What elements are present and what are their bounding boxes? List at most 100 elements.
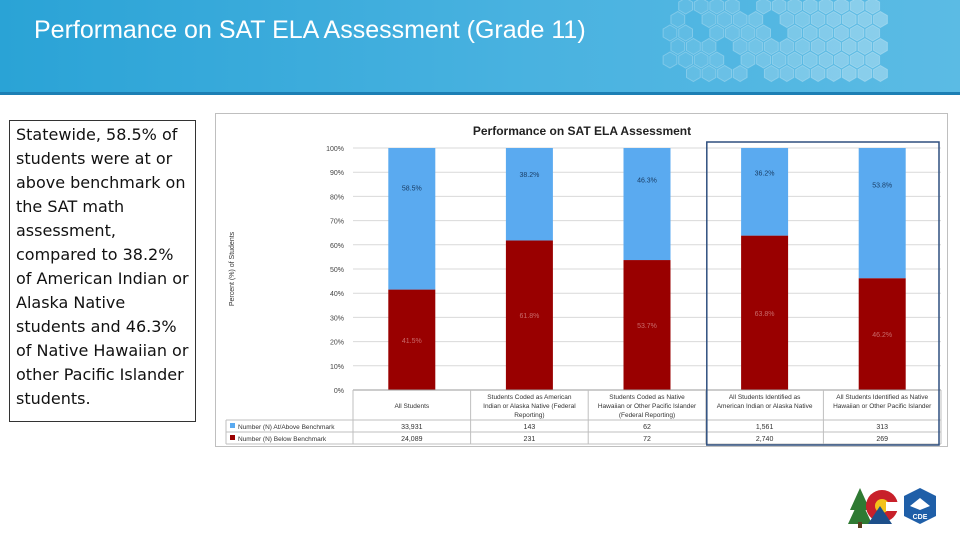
data-label-above-benchmark: 36.2% — [755, 171, 775, 178]
hexagon-shape — [670, 37, 686, 56]
hexagon-shape — [787, 0, 803, 15]
hexagon-shape — [841, 37, 857, 56]
hexagon-shape — [779, 10, 795, 29]
bar-below-benchmark — [388, 289, 436, 390]
header-divider — [0, 92, 960, 95]
table-cell-above-count: 143 — [524, 424, 536, 431]
hexagon-shape — [834, 24, 849, 42]
hexagon-shape — [771, 51, 787, 69]
legend-swatch-below-benchmark — [230, 435, 235, 440]
legend-label-above-benchmark: Number (N) At/Above Benchmark — [238, 424, 335, 431]
hexagon-shape — [756, 0, 771, 15]
table-cell-above-count: 313 — [876, 424, 888, 431]
hexagon-shape — [756, 51, 771, 69]
hexagon-shape — [834, 0, 849, 15]
table-cell-below-count: 2,740 — [756, 436, 774, 443]
hexagon-shape — [818, 0, 834, 15]
hexagon-shape — [763, 64, 779, 83]
table-cell-below-count: 269 — [876, 436, 888, 443]
cde-logo: CDE — [904, 488, 936, 524]
summary-text-box: Statewide, 58.5% of students were at or … — [9, 120, 196, 422]
data-label-below-benchmark: 61.8% — [519, 313, 539, 320]
hexagon-shape — [662, 24, 678, 42]
hexagon-shape — [732, 37, 748, 56]
hexagon-shape — [841, 64, 857, 83]
data-label-above-benchmark: 53.8% — [872, 182, 892, 189]
hexagon-shape — [678, 51, 693, 69]
y-tick-label: 80% — [330, 194, 344, 201]
x-tick-label: (Federal Reporting) — [619, 412, 675, 419]
hexagon-shape — [779, 64, 795, 83]
hexagon-shape — [849, 51, 865, 69]
hexagon-shape — [740, 24, 756, 42]
logos: CDE — [848, 488, 936, 528]
bar-above-benchmark — [505, 148, 553, 241]
hexagon-shape — [810, 37, 826, 56]
hexagon-shape — [849, 24, 865, 42]
table-cell-above-count: 1,561 — [756, 424, 774, 431]
data-label-below-benchmark: 46.2% — [872, 332, 892, 339]
hexagon-shape — [857, 10, 873, 29]
hexagon-shape — [693, 0, 709, 15]
hexagon-shape — [717, 64, 732, 83]
hexagon-shape — [662, 51, 678, 69]
hexagon-shape — [795, 64, 810, 83]
legend-swatch-above-benchmark — [230, 423, 235, 428]
hexagon-shape — [787, 24, 803, 42]
chart-title: Performance on SAT ELA Assessment — [473, 124, 691, 138]
hexagon-shape — [865, 51, 881, 69]
y-tick-label: 90% — [330, 170, 344, 177]
bar-above-benchmark — [858, 148, 906, 279]
hexagon-shape — [810, 10, 826, 29]
data-label-below-benchmark: 63.8% — [755, 311, 775, 318]
hexagon-shape — [686, 37, 701, 56]
table-cell-above-count: 33,931 — [401, 424, 423, 431]
hexagon-shape — [740, 51, 756, 69]
hexagon-shape — [795, 10, 810, 29]
hexagon-shape — [678, 0, 693, 15]
bar-above-benchmark — [741, 148, 789, 236]
hexagon-shape — [709, 51, 725, 69]
x-tick-label: Students Coded as American — [487, 394, 572, 401]
hexagon-shape — [779, 37, 795, 56]
x-tick-label: Indian or Alaska Native (Federal — [483, 403, 576, 410]
hexagon-shape — [857, 64, 873, 83]
summary-text: Statewide, 58.5% of students were at or … — [16, 125, 189, 408]
hexagon-shape — [849, 0, 865, 15]
hexagon-shape — [834, 51, 849, 69]
hexagon-pattern-icon — [662, 0, 888, 83]
hexagon-shape — [826, 64, 842, 83]
hexagon-shape — [724, 0, 740, 15]
hexagon-shape — [709, 24, 725, 42]
data-label-above-benchmark: 58.5% — [402, 186, 422, 193]
y-axis-label: Percent (%) of Students — [229, 231, 236, 306]
hexagon-shape — [802, 0, 818, 15]
cde-logo-text: CDE — [913, 514, 928, 521]
x-tick-label: Hawaiian or Other Pacific Islander — [833, 403, 932, 410]
hexagon-shape — [818, 51, 834, 69]
legend-label-below-benchmark: Number (N) Below Benchmark — [238, 436, 327, 443]
y-tick-label: 10% — [330, 364, 344, 371]
slide-header: Performance on SAT ELA Assessment (Grade… — [0, 0, 960, 92]
data-label-below-benchmark: 41.5% — [402, 338, 422, 345]
slide-title: Performance on SAT ELA Assessment (Grade… — [34, 16, 586, 44]
chart-frame: Performance on SAT ELA Assessment Percent… — [215, 113, 948, 447]
hexagon-shape — [732, 10, 748, 29]
hexagon-shape — [686, 64, 701, 83]
x-tick-label: Hawaiian or Other Pacific Islander — [598, 403, 697, 410]
hexagon-shape — [756, 24, 771, 42]
hexagon-shape — [873, 37, 888, 56]
x-tick-label: All Students Identified as — [729, 394, 801, 401]
bar-below-benchmark — [858, 278, 906, 390]
hexagon-shape — [865, 24, 881, 42]
table-cell-below-count: 72 — [643, 436, 651, 443]
table-cell-below-count: 231 — [524, 436, 536, 443]
hexagon-shape — [701, 37, 717, 56]
bar-above-benchmark — [623, 148, 671, 261]
data-label-below-benchmark: 53.7% — [637, 323, 657, 330]
hexagon-shape — [810, 64, 826, 83]
hexagon-shape — [678, 24, 693, 42]
x-tick-label: American Indian or Alaska Native — [717, 403, 813, 410]
hexagon-shape — [873, 64, 888, 83]
hexagon-shape — [670, 10, 686, 29]
